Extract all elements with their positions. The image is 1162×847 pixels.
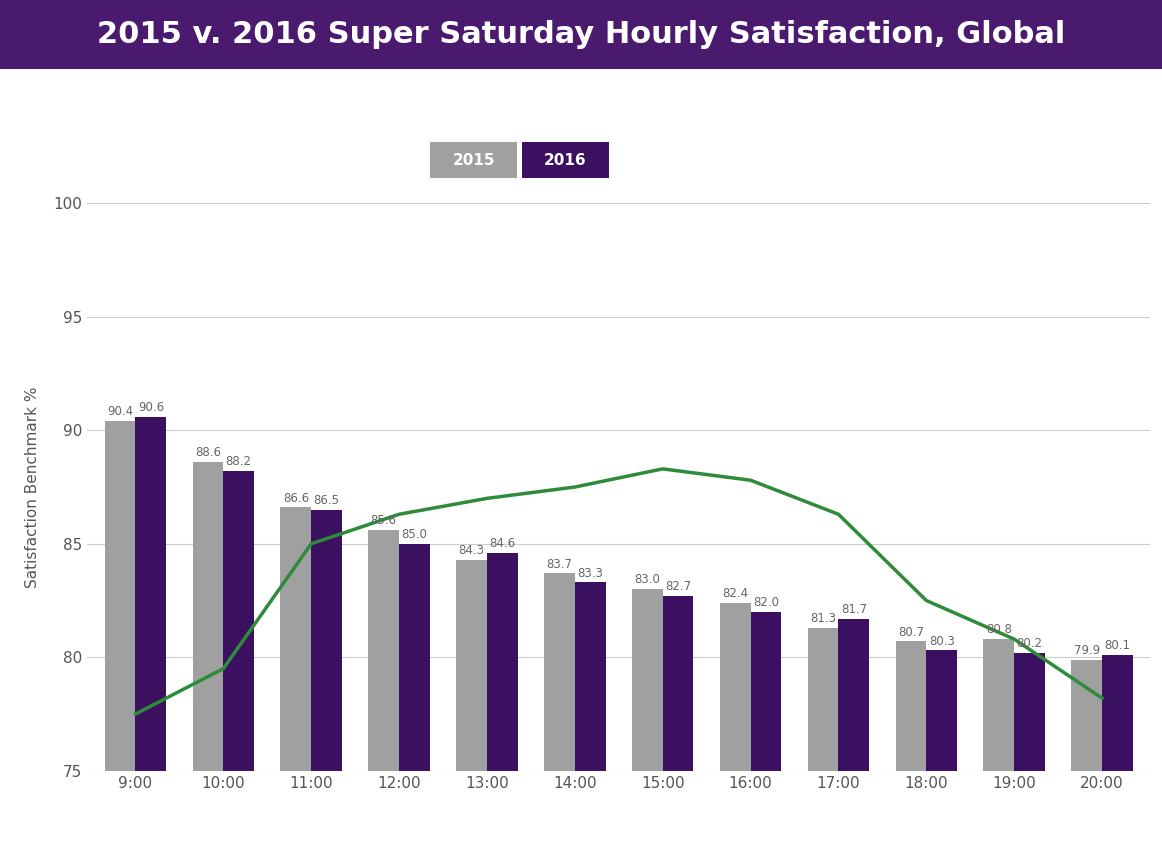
Bar — [487, 553, 518, 847]
Text: 82.4: 82.4 — [722, 587, 748, 600]
Bar — [1102, 655, 1133, 847]
Text: 83.0: 83.0 — [634, 573, 660, 586]
Bar — [926, 650, 957, 847]
Bar — [751, 612, 781, 847]
Bar — [896, 641, 926, 847]
Text: 80.1: 80.1 — [1104, 639, 1131, 652]
Text: 88.6: 88.6 — [195, 446, 221, 459]
Text: 81.3: 81.3 — [810, 612, 837, 625]
Bar — [1014, 653, 1045, 847]
Text: 81.7: 81.7 — [841, 603, 867, 616]
Text: 83.7: 83.7 — [546, 557, 573, 571]
Bar — [839, 618, 869, 847]
Bar — [399, 544, 430, 847]
Text: 82.7: 82.7 — [665, 580, 691, 593]
Text: 82.0: 82.0 — [753, 596, 779, 609]
Bar — [280, 507, 311, 847]
Text: 79.9: 79.9 — [1074, 644, 1099, 656]
Bar — [632, 590, 662, 847]
Text: 80.2: 80.2 — [1017, 637, 1042, 650]
Text: 80.8: 80.8 — [985, 623, 1012, 636]
Bar — [223, 471, 254, 847]
Text: 85.6: 85.6 — [371, 514, 396, 528]
Bar — [368, 530, 399, 847]
Bar — [662, 596, 694, 847]
Text: 2015 v. 2016 Super Saturday Hourly Satisfaction, Global: 2015 v. 2016 Super Saturday Hourly Satis… — [96, 20, 1066, 49]
Text: 80.7: 80.7 — [898, 626, 924, 639]
Bar — [544, 573, 575, 847]
Text: 85.0: 85.0 — [402, 528, 428, 541]
Text: 86.5: 86.5 — [314, 494, 339, 507]
Bar — [808, 628, 839, 847]
Legend: Response traffic: Response traffic — [456, 36, 655, 54]
Bar — [457, 560, 487, 847]
Text: 2015: 2015 — [452, 152, 495, 168]
Bar — [719, 603, 751, 847]
Bar — [136, 417, 166, 847]
Text: 83.3: 83.3 — [578, 567, 603, 579]
Text: 86.6: 86.6 — [282, 492, 309, 505]
Text: 90.6: 90.6 — [138, 401, 164, 414]
Text: 80.3: 80.3 — [928, 634, 955, 648]
Bar — [311, 510, 342, 847]
Text: 90.4: 90.4 — [107, 406, 134, 418]
Text: 2016: 2016 — [544, 152, 587, 168]
Bar — [1071, 660, 1102, 847]
Bar — [575, 583, 605, 847]
Text: 84.3: 84.3 — [459, 544, 485, 557]
Bar — [193, 462, 223, 847]
Text: 88.2: 88.2 — [225, 456, 252, 468]
Bar — [105, 421, 136, 847]
Y-axis label: Satisfaction Benchmark %: Satisfaction Benchmark % — [24, 386, 40, 588]
Bar — [983, 639, 1014, 847]
Text: 84.6: 84.6 — [489, 537, 516, 551]
